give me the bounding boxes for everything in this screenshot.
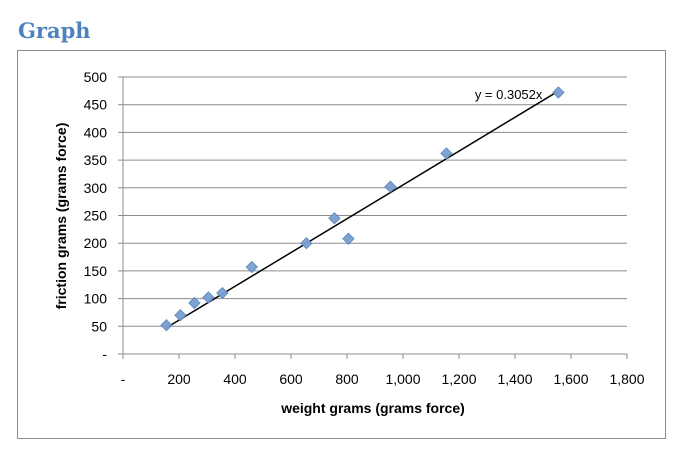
tick-label-x: 400 bbox=[223, 371, 247, 387]
data-point bbox=[384, 180, 397, 193]
data-point bbox=[174, 309, 187, 322]
tick-label-x: 1,400 bbox=[497, 371, 532, 387]
x-axis-label: weight grams (grams force) bbox=[280, 400, 465, 416]
trendline-equation: y = 0.3052x bbox=[475, 87, 543, 102]
tick-label-x: 1,000 bbox=[385, 371, 420, 387]
tick-label-y: 200 bbox=[84, 235, 108, 251]
page-heading: Graph bbox=[18, 18, 91, 43]
chart-frame bbox=[17, 50, 666, 439]
data-point bbox=[216, 286, 229, 300]
data-point bbox=[245, 260, 259, 274]
data-point bbox=[202, 291, 215, 304]
tick-label-x: 1,600 bbox=[553, 371, 588, 387]
tick-label-x: 1,200 bbox=[441, 371, 476, 387]
tick-label-y: 150 bbox=[84, 263, 108, 279]
tick-label-x: 800 bbox=[335, 371, 359, 387]
tick-label-x: - bbox=[121, 371, 126, 387]
data-point bbox=[188, 296, 201, 310]
data-point bbox=[328, 212, 341, 225]
data-point bbox=[552, 86, 565, 99]
trendline-group: y = 0.3052x bbox=[166, 87, 559, 329]
tick-label-y: 450 bbox=[84, 97, 108, 113]
trendline bbox=[166, 90, 559, 329]
tick-label-y: 300 bbox=[84, 180, 108, 196]
tick-label-y: 350 bbox=[84, 152, 108, 168]
ticks: - 50 100 150 200 250 300 350 400 450 500 - 200 400 600… bbox=[84, 69, 645, 387]
data-points bbox=[160, 86, 565, 332]
data-point bbox=[160, 318, 173, 332]
axis-labels: weight grams (grams force) friction gram… bbox=[53, 123, 465, 416]
data-point bbox=[300, 236, 313, 250]
tick-label-x: 600 bbox=[279, 371, 303, 387]
data-point bbox=[440, 147, 453, 160]
tick-label-y: - bbox=[102, 346, 107, 362]
tick-label-x: 200 bbox=[167, 371, 191, 387]
tick-label-y: 250 bbox=[84, 208, 108, 224]
tick-label-y: 100 bbox=[84, 291, 108, 307]
tick-label-y: 400 bbox=[84, 124, 108, 140]
tick-label-x: 1,800 bbox=[609, 371, 644, 387]
tick-label-y: 50 bbox=[91, 318, 107, 334]
tick-label-y: 500 bbox=[84, 69, 108, 85]
grid-lines bbox=[123, 76, 627, 327]
y-axis-label: friction grams (grams force) bbox=[53, 123, 69, 310]
data-point bbox=[342, 232, 355, 245]
